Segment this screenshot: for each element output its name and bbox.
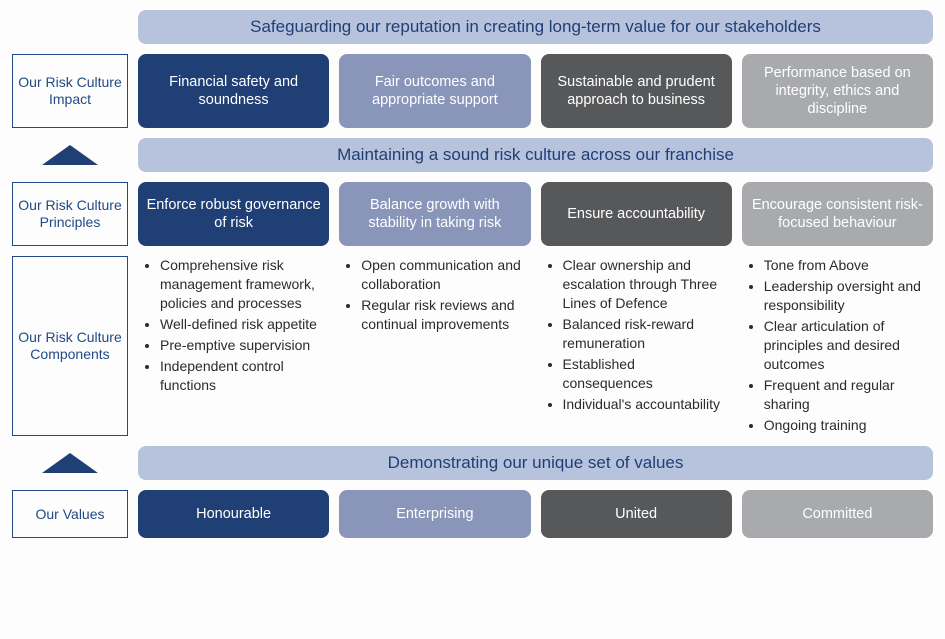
component-col-0: Comprehensive risk management framework,…: [138, 256, 329, 436]
value-box-1: Enterprising: [339, 490, 530, 538]
side-label-values: Our Values: [12, 490, 128, 538]
row-principles: Our Risk Culture Principles Enforce robu…: [12, 182, 933, 246]
component-item-2-0: Clear ownership and escalation through T…: [563, 256, 728, 313]
component-item-3-1: Leadership oversight and responsibility: [764, 277, 929, 315]
component-col-3: Tone from Above Leadership oversight and …: [742, 256, 933, 436]
impact-box-2: Sustainable and prudent approach to busi…: [541, 54, 732, 128]
component-col-1: Open communication and collaborationRegu…: [339, 256, 530, 436]
row-values: Our Values HonourableEnterprisingUnitedC…: [12, 490, 933, 538]
arrow-up-2-wrap: [12, 453, 128, 473]
banner-sound-culture: Maintaining a sound risk culture across …: [138, 138, 933, 172]
side-label-components: Our Risk Culture Components: [12, 256, 128, 436]
component-item-3-2: Clear articulation of principles and des…: [764, 317, 929, 374]
principle-box-2: Ensure accountability: [541, 182, 732, 246]
component-item-0-1: Well-defined risk appetite: [160, 315, 325, 334]
banner-reputation: Safeguarding our reputation in creating …: [138, 10, 933, 44]
impact-box-1: Fair outcomes and appropriate support: [339, 54, 530, 128]
component-item-3-0: Tone from Above: [764, 256, 929, 275]
row-impact: Our Risk Culture Impact Financial safety…: [12, 54, 933, 128]
component-item-2-1: Balanced risk-reward remuneration: [563, 315, 728, 353]
value-box-3: Committed: [742, 490, 933, 538]
component-item-1-1: Regular risk reviews and continual impro…: [361, 296, 526, 334]
side-label-principles: Our Risk Culture Principles: [12, 182, 128, 246]
component-item-3-4: Ongoing training: [764, 416, 929, 435]
arrow-up-icon: [42, 145, 98, 165]
component-col-2: Clear ownership and escalation through T…: [541, 256, 732, 436]
component-item-0-0: Comprehensive risk management framework,…: [160, 256, 325, 313]
value-box-2: United: [541, 490, 732, 538]
row-banner-mid: Maintaining a sound risk culture across …: [12, 138, 933, 172]
impact-boxes: Financial safety and soundnessFair outco…: [138, 54, 933, 128]
component-item-1-0: Open communication and collaboration: [361, 256, 526, 294]
impact-box-3: Performance based on integrity, ethics a…: [742, 54, 933, 128]
principle-box-1: Balance growth with stability in taking …: [339, 182, 530, 246]
component-item-3-3: Frequent and regular sharing: [764, 376, 929, 414]
row-banner-bot: Demonstrating our unique set of values: [12, 446, 933, 480]
components-lists: Comprehensive risk management framework,…: [138, 256, 933, 436]
banner-values: Demonstrating our unique set of values: [138, 446, 933, 480]
component-item-2-2: Established consequences: [563, 355, 728, 393]
component-item-2-3: Individual's accountability: [563, 395, 728, 414]
side-label-impact: Our Risk Culture Impact: [12, 54, 128, 128]
component-item-0-2: Pre-emptive supervision: [160, 336, 325, 355]
value-box-0: Honourable: [138, 490, 329, 538]
values-boxes: HonourableEnterprisingUnitedCommitted: [138, 490, 933, 538]
arrow-up-1-wrap: [12, 145, 128, 165]
principle-box-3: Encourage consistent risk-focused behavi…: [742, 182, 933, 246]
principles-boxes: Enforce robust governance of riskBalance…: [138, 182, 933, 246]
component-item-0-3: Independent control functions: [160, 357, 325, 395]
arrow-up-icon: [42, 453, 98, 473]
impact-box-0: Financial safety and soundness: [138, 54, 329, 128]
row-components: Our Risk Culture Components Comprehensiv…: [12, 256, 933, 436]
principle-box-0: Enforce robust governance of risk: [138, 182, 329, 246]
